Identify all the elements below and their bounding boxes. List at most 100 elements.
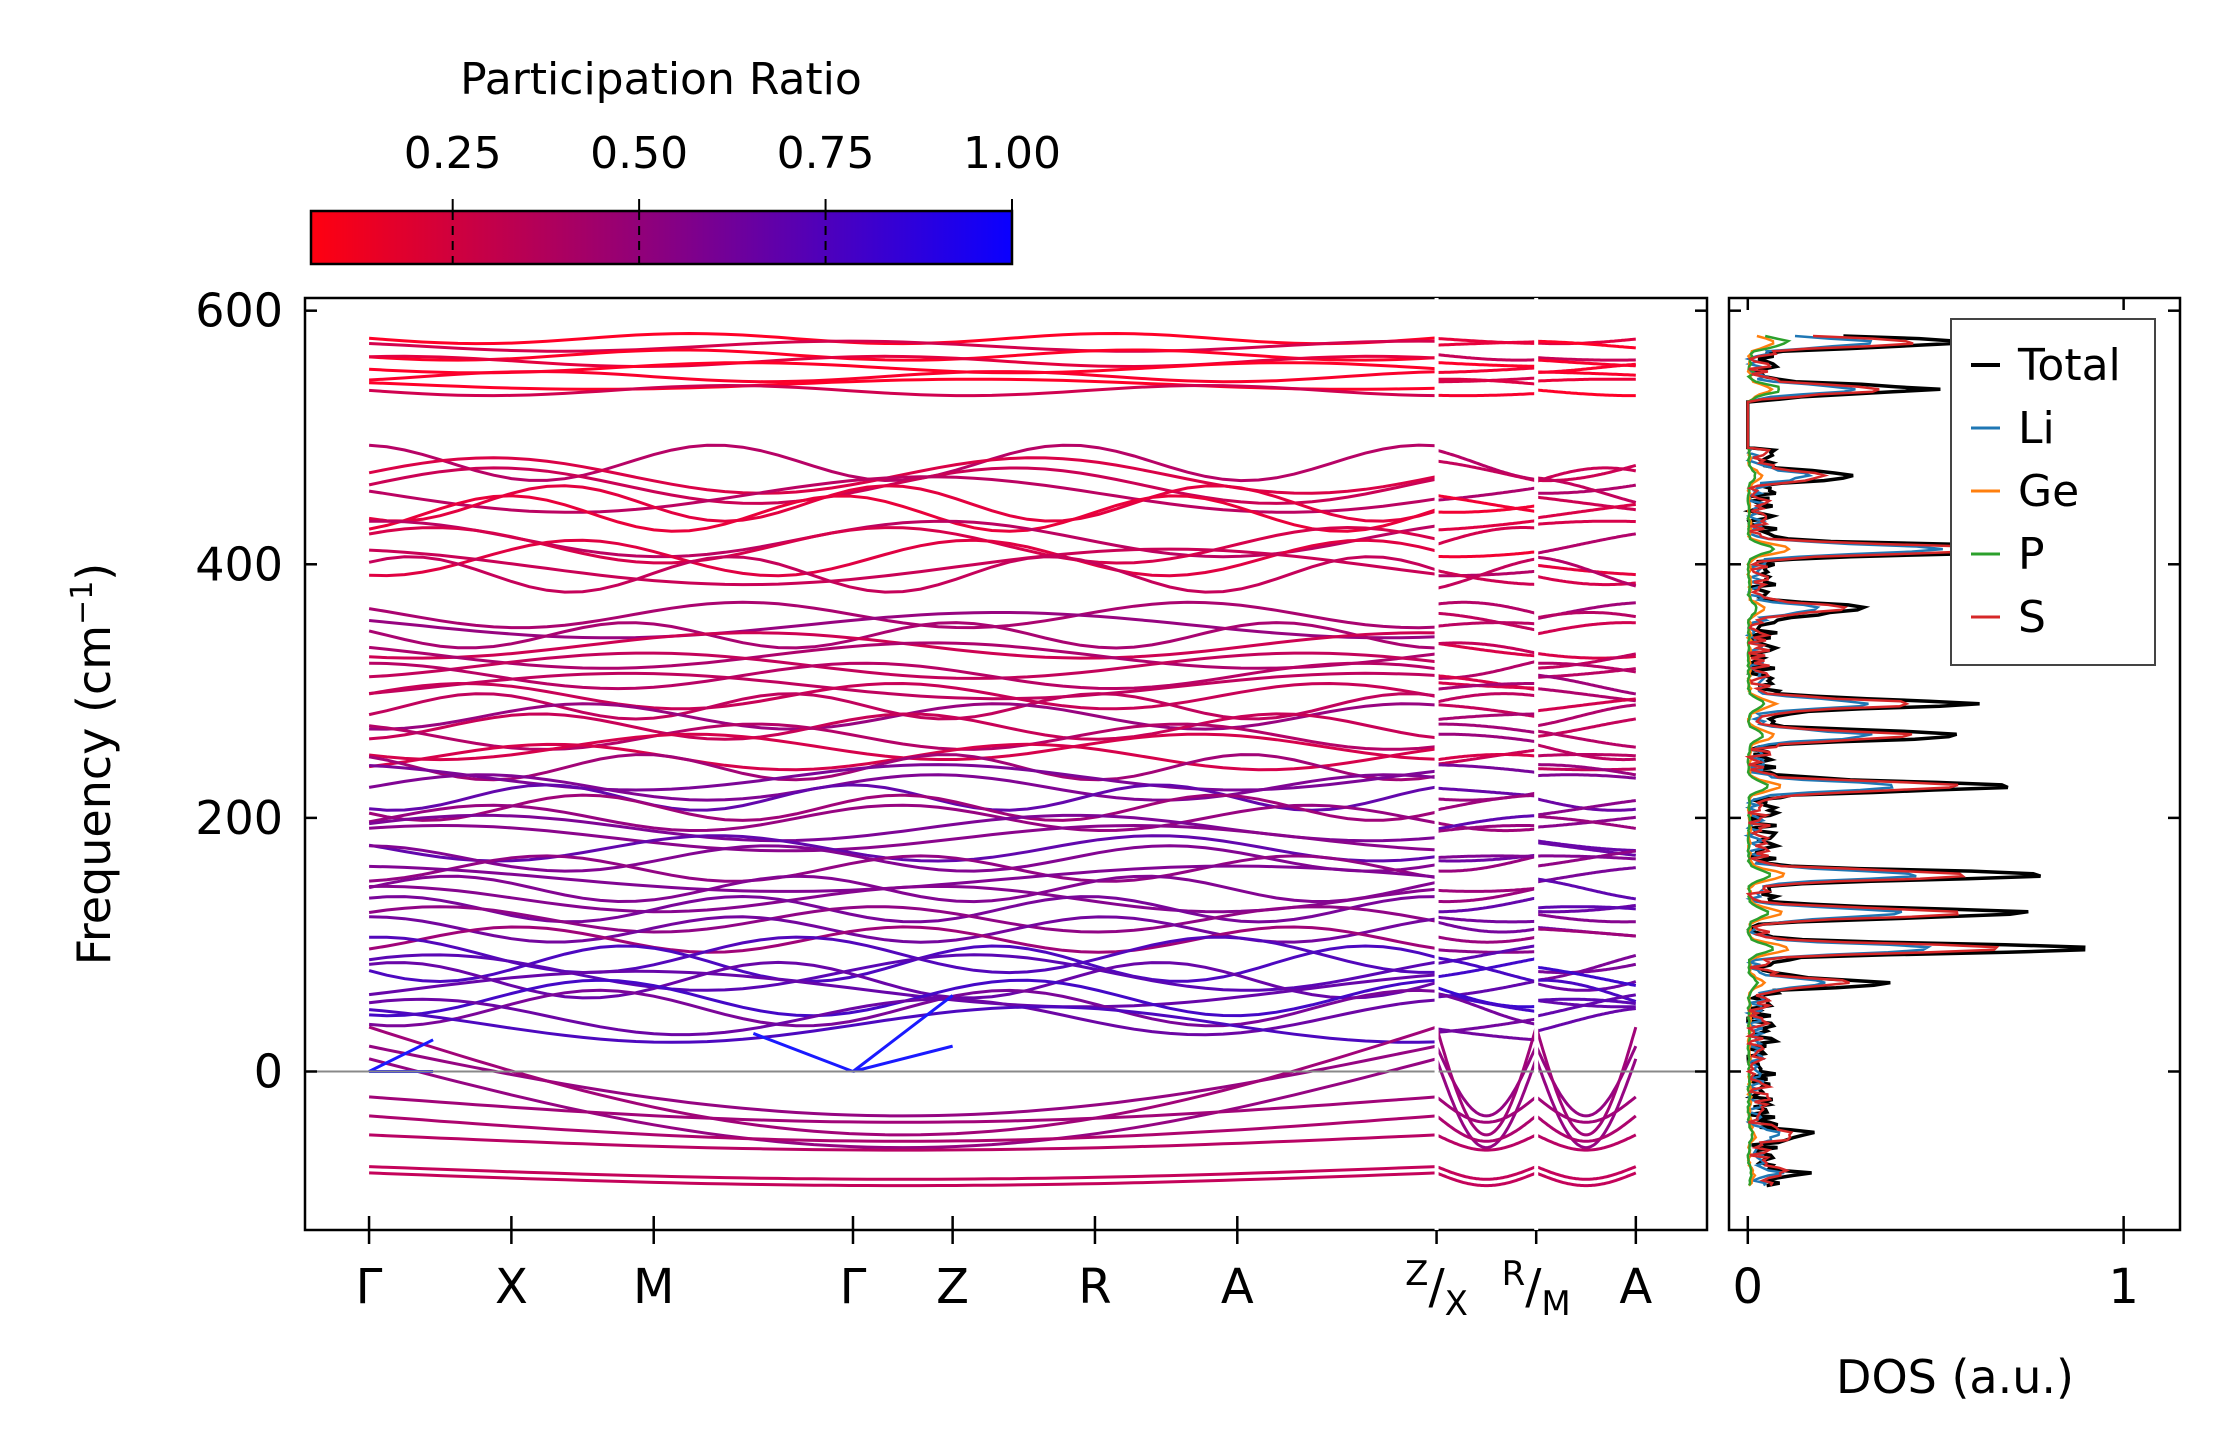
phonon-band	[1535, 1165, 1637, 1181]
phonon-band	[1435, 1133, 1537, 1152]
phonon-band	[1536, 753, 1636, 758]
phonon-band	[1536, 839, 1636, 852]
phonon-band	[1436, 915, 1537, 924]
phonon-band	[368, 944, 1437, 984]
phonon-band	[1536, 849, 1636, 868]
dos-legend: Total Li Ge PS	[1950, 318, 2156, 666]
phonon-band	[1435, 1045, 1538, 1118]
phonon-band	[1536, 661, 1637, 674]
legend-label: P	[2018, 529, 2045, 580]
phonon-band	[1436, 448, 1537, 481]
phonon-band	[1534, 1026, 1638, 1137]
phonon-band	[368, 874, 1437, 904]
phonon-band	[1536, 953, 1637, 982]
phonon-band	[1436, 732, 1537, 744]
phonon-band	[1535, 611, 1637, 620]
phonon-band	[1436, 886, 1537, 893]
phonon-band	[369, 844, 1437, 873]
legend-label: Total	[2017, 340, 2121, 391]
phonon-band	[369, 661, 1437, 691]
acoustic-branch	[368, 1038, 434, 1073]
phonon-band	[1535, 980, 1637, 992]
phonon-band	[1436, 920, 1537, 934]
phonon-band	[368, 969, 1437, 1009]
dos-x-axis-label: DOS (a.u.)	[1836, 1350, 2074, 1404]
phonon-band	[368, 600, 1437, 630]
phonon-band	[1436, 854, 1537, 860]
phonon-band	[1436, 569, 1537, 586]
phonon-band	[1436, 569, 1537, 578]
acoustic-branch	[752, 1032, 854, 1073]
phonon-band	[1435, 1095, 1538, 1124]
phonon-band	[368, 611, 1437, 640]
band-x-tick-label: Γ	[840, 1259, 867, 1315]
band-y-tick-label: 400	[195, 537, 283, 591]
band-x-tick-label: R	[1078, 1259, 1111, 1315]
phonon-band	[1435, 1114, 1538, 1143]
phonon-band	[1536, 912, 1636, 924]
phonon-band	[1436, 459, 1537, 483]
dos-lines	[1742, 334, 2116, 1188]
phonon-band	[368, 621, 1437, 650]
phonon-band	[1536, 687, 1636, 703]
phonon-band	[1536, 799, 1636, 817]
phonon-band	[1436, 526, 1537, 546]
phonon-band	[1536, 519, 1636, 526]
phonon-band	[1435, 1058, 1538, 1150]
phonon-band	[1436, 793, 1537, 812]
band-x-tick-label: R/M	[1502, 1254, 1571, 1324]
phonon-band	[368, 466, 1437, 505]
dos-series-li	[1743, 334, 1943, 1187]
phonon-band	[1435, 1171, 1537, 1188]
band-x-tick-label: M	[633, 1259, 674, 1315]
phonon-band	[1535, 1095, 1637, 1124]
phonon-band	[368, 1057, 1437, 1150]
colorbar-tick-label: 0.75	[777, 128, 875, 179]
phonon-band	[1436, 956, 1537, 984]
band-structure-panel: 0 200 400 600 Γ X M Γ Z R A Z/X R/M A Frequency (cm−…	[65, 284, 1709, 1324]
phonon-band	[368, 712, 1437, 741]
phonon-band	[1436, 361, 1537, 368]
phonon-band	[1436, 621, 1537, 628]
dos-x-tick-label: 0	[1733, 1259, 1764, 1315]
phonon-band	[1536, 773, 1636, 780]
phonon-band	[1535, 993, 1637, 1018]
phonon-band	[1436, 824, 1537, 833]
legend-label: Ge	[2018, 466, 2079, 517]
phonon-band	[1536, 962, 1637, 975]
phonon-band	[1536, 370, 1636, 377]
phonon-band	[1536, 905, 1636, 911]
phonon-band	[368, 671, 1437, 701]
phonon-band	[1536, 854, 1636, 861]
phonon-band	[368, 905, 1437, 934]
phonon-band	[1536, 483, 1637, 495]
phonon-band	[1436, 763, 1537, 774]
phonon-band	[1436, 855, 1537, 873]
phonon-band	[369, 370, 1437, 384]
phonon-band	[368, 793, 1437, 822]
phonon-band	[1435, 1165, 1537, 1181]
phonon-band	[1535, 466, 1637, 483]
phonon-band	[369, 354, 1437, 369]
phonon-band	[1536, 997, 1636, 1006]
phonon-band	[1436, 712, 1537, 722]
phonon-band	[368, 988, 1437, 1028]
band-axes-frame	[303, 296, 1709, 1232]
phonon-band	[369, 1171, 1437, 1188]
phonon-band	[1436, 611, 1537, 632]
phonon-band	[1536, 767, 1636, 772]
phonon-band	[1535, 743, 1636, 762]
phonon-band	[1436, 948, 1537, 954]
phonon-band	[369, 547, 1437, 587]
phonon-band	[1536, 978, 1637, 1003]
band-x-tick-label: X	[495, 1259, 528, 1315]
phonon-band	[1534, 1058, 1638, 1150]
phonon-band	[368, 383, 1437, 398]
colorbar-tick-label: 0.50	[590, 128, 688, 179]
phonon-band	[1436, 692, 1537, 704]
band-y-ticks: 0 200 400 600	[195, 284, 1707, 1098]
phonon-band	[369, 339, 1437, 353]
phonon-band	[1535, 1114, 1637, 1143]
phonon-band	[1536, 965, 1637, 987]
